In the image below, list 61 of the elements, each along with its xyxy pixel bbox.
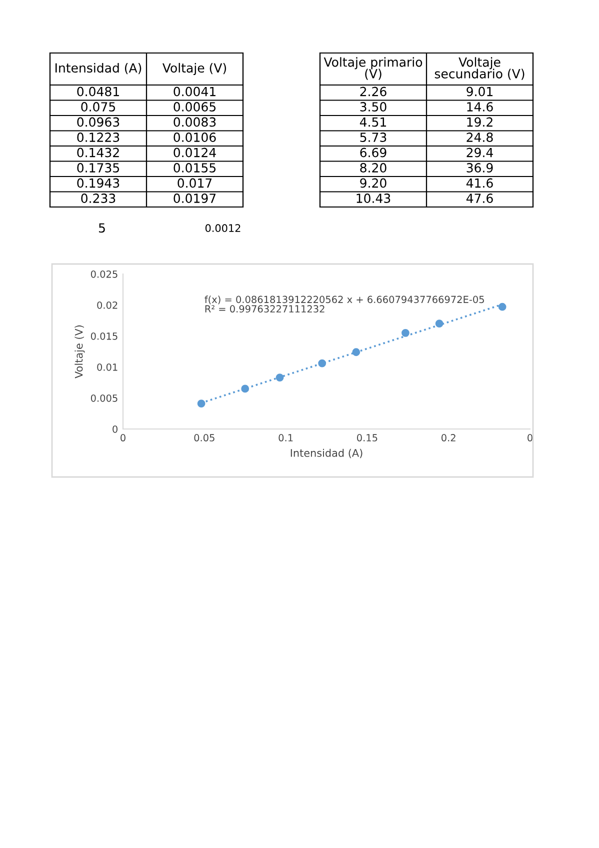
category-label: Voltaje (V) (162, 62, 226, 76)
text: 0.0124 (174, 148, 216, 158)
category-label: Intensidad (A) (56, 62, 142, 74)
text: 0.1432 (77, 148, 119, 158)
text: 5 (98, 223, 105, 233)
text: 0.0155 (174, 163, 216, 172)
x-tick-label: 0 (120, 434, 126, 442)
category-label: Voltaje secundario (V) (434, 57, 524, 80)
x-tick-label: 0 (528, 434, 532, 442)
x-axis-title: Intensidad (A) (290, 448, 362, 458)
text: 0.0481 (77, 86, 119, 96)
text: 0.0065 (174, 102, 216, 112)
point (318, 359, 326, 368)
category-label: Voltaje primario (V) (324, 57, 422, 80)
text: 36.9 (466, 163, 493, 172)
x-tick-label: 0.05 (194, 434, 214, 442)
text: 3.50 (360, 102, 386, 112)
y-tick-label: 0.005 (90, 394, 118, 402)
text: 10.43 (356, 194, 390, 203)
text: 24.8 (466, 132, 493, 142)
text: 47.6 (466, 194, 493, 203)
text: 9.01 (466, 86, 493, 96)
text: 0.017 (178, 178, 212, 188)
y-tick-label: 0.025 (90, 270, 118, 278)
annotation: f(x) = 0.0861813912220562 x + 6.66079437766972E-05 R² = 0.99763227111232 (204, 296, 484, 313)
text: 0.0012 (205, 224, 240, 232)
text: 9.20 (360, 178, 386, 188)
text: 0.075 (81, 102, 116, 112)
text: 0.1943 (77, 178, 120, 188)
y-axis-title: Voltaje (V) (74, 325, 85, 378)
point (241, 384, 250, 393)
point (197, 400, 206, 408)
y-tick-label: 0.015 (90, 332, 118, 340)
x-tick-label: 0.2 (442, 434, 456, 442)
point (276, 374, 284, 382)
y-tick-label: 0 (112, 425, 118, 433)
text: 8.20 (360, 163, 386, 172)
x-tick-label: 0.15 (357, 434, 378, 442)
text: 0.233 (81, 194, 116, 203)
text: 6.69 (360, 148, 386, 158)
text: 19.2 (467, 117, 492, 127)
point (435, 320, 444, 328)
text: 0.0041 (174, 86, 216, 96)
point (352, 348, 360, 356)
text: 0.0083 (174, 117, 216, 127)
text: 0.0963 (77, 117, 120, 127)
y-tick-label: 0.01 (97, 363, 118, 371)
y-tick-label: 0.02 (97, 301, 118, 309)
text: 14.6 (467, 102, 493, 112)
text: 2.26 (360, 86, 386, 96)
text: 0.1223 (77, 132, 120, 142)
x-tick-label: 0.1 (278, 434, 293, 442)
text: 0.1735 (77, 163, 120, 172)
point (402, 328, 410, 337)
text: 41.6 (466, 178, 493, 188)
text: 29.4 (466, 148, 493, 158)
text: 4.51 (360, 117, 386, 127)
text: 0.0197 (174, 194, 216, 203)
text: 5.73 (360, 132, 386, 142)
point (498, 302, 506, 311)
text: 0.0106 (174, 132, 216, 142)
